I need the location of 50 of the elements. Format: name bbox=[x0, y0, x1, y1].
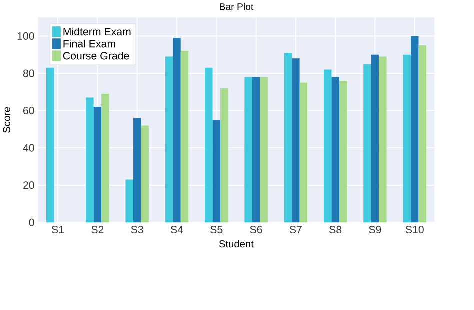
bar bbox=[252, 77, 260, 223]
x-tick-label: S7 bbox=[290, 226, 302, 234]
x-tick-label: S8 bbox=[330, 226, 342, 234]
bar bbox=[300, 82, 308, 223]
bar bbox=[418, 45, 426, 223]
bar bbox=[332, 77, 340, 223]
bar bbox=[86, 98, 94, 223]
bar bbox=[244, 77, 252, 223]
x-tick-label: S2 bbox=[92, 226, 104, 234]
bar bbox=[339, 80, 348, 223]
chart-title: Bar Plot bbox=[220, 3, 254, 10]
y-tick-label: 40 bbox=[23, 144, 34, 152]
x-tick-label: S5 bbox=[210, 226, 223, 234]
y-tick-label: 100 bbox=[18, 32, 34, 40]
legend-label: Course Grade bbox=[63, 52, 130, 60]
x-tick-label: S1 bbox=[52, 226, 64, 234]
bar bbox=[212, 120, 221, 223]
bar bbox=[364, 64, 372, 223]
bar bbox=[126, 180, 134, 223]
bar bbox=[173, 38, 181, 223]
bar bbox=[403, 54, 412, 223]
y-tick-label: 20 bbox=[24, 181, 34, 190]
x-axis-title: Student bbox=[219, 240, 254, 248]
bar bbox=[220, 88, 228, 223]
x-tick-label: S6 bbox=[250, 226, 262, 234]
bar bbox=[411, 36, 419, 223]
y-tick-label: 80 bbox=[23, 70, 34, 78]
bar bbox=[324, 70, 332, 223]
bar bbox=[205, 68, 213, 223]
y-tick-label: 0 bbox=[29, 218, 34, 226]
bar bbox=[379, 56, 387, 223]
x-tick-label: S3 bbox=[131, 226, 144, 234]
bar bbox=[141, 126, 149, 223]
bar bbox=[180, 51, 189, 223]
bar bbox=[102, 94, 110, 223]
bar bbox=[284, 52, 292, 223]
bar bbox=[133, 118, 142, 223]
y-tick-label: 60 bbox=[24, 106, 34, 114]
bar bbox=[292, 58, 300, 223]
bar bbox=[94, 106, 102, 223]
bar bbox=[260, 77, 268, 223]
x-tick-label: S4 bbox=[170, 226, 184, 234]
y-axis-title: Score bbox=[3, 107, 10, 133]
x-tick-label: S9 bbox=[369, 226, 382, 234]
bar bbox=[46, 68, 54, 223]
bar bbox=[165, 56, 174, 223]
legend-label: Midterm Exam bbox=[64, 28, 131, 36]
legend-label: Final Exam bbox=[64, 40, 116, 48]
x-tick-label: S10 bbox=[406, 226, 424, 234]
bar bbox=[371, 54, 380, 223]
